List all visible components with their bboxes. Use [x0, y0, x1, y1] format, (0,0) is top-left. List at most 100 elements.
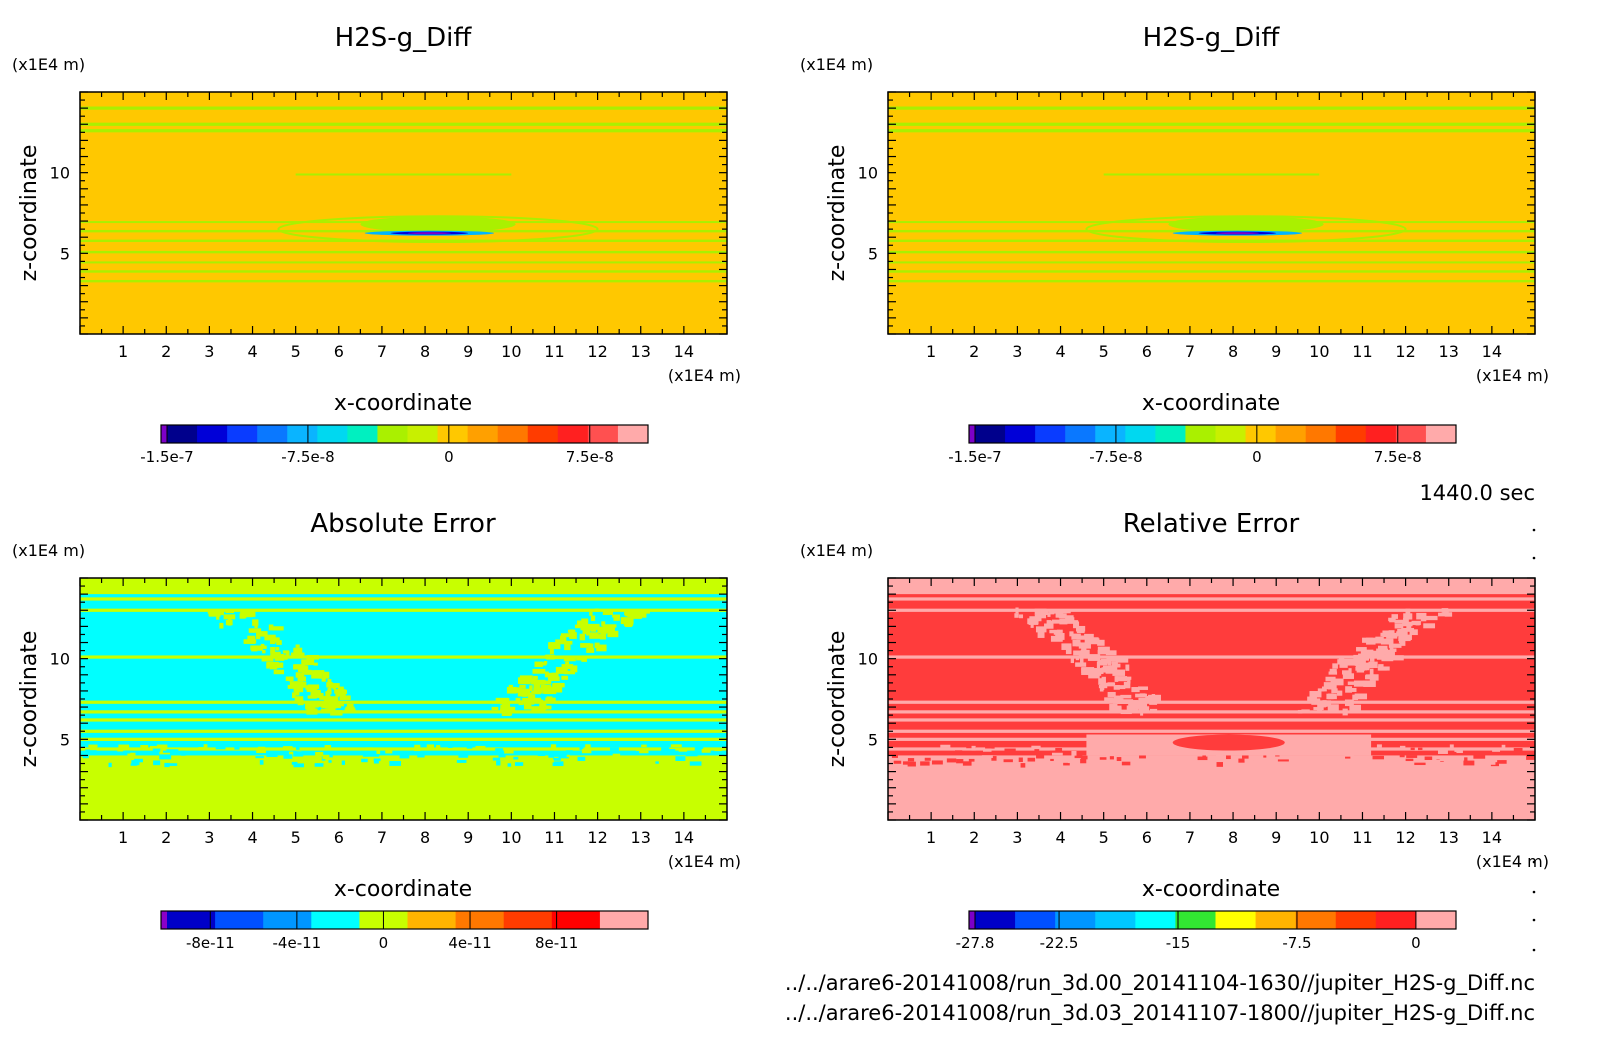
x-tick-label: 1	[926, 828, 936, 847]
field-cell	[180, 750, 186, 756]
y-tick-label: 10	[858, 650, 878, 669]
field-cell	[1123, 681, 1131, 689]
field-cell	[1378, 651, 1385, 655]
x-tick-label: 4	[1055, 828, 1065, 847]
field-cell	[1097, 650, 1107, 655]
file-path-2: ../../arare6-20141008/run_3d.03_20141107…	[785, 1001, 1535, 1026]
field-cell	[89, 745, 97, 751]
y-unit-label: (x1E4 m)	[12, 541, 85, 560]
field-cell	[1329, 668, 1337, 673]
field-cell	[1454, 748, 1461, 752]
field-cell	[361, 758, 368, 763]
field-cell	[1138, 697, 1150, 702]
field-cell	[1138, 706, 1150, 713]
colorbar-segment	[215, 911, 264, 929]
field-cell	[714, 748, 722, 752]
field-cell	[631, 615, 642, 619]
field-cell	[513, 756, 519, 760]
field-cell	[627, 611, 639, 618]
x-axis-label: x-coordinate	[1142, 877, 1280, 902]
field-cell	[297, 675, 303, 682]
field-cell	[1226, 756, 1237, 759]
field-cell	[960, 751, 967, 755]
x-tick-label: 3	[1012, 828, 1022, 847]
field-cell	[1055, 747, 1063, 753]
field-cell	[574, 624, 584, 629]
field-cell	[1325, 676, 1336, 682]
field-cell	[1226, 755, 1231, 760]
field-cell	[570, 665, 578, 673]
field-cell	[588, 643, 594, 650]
colorbar-segment	[1065, 425, 1096, 443]
x-tick-label: 5	[1099, 828, 1109, 847]
field-cell	[1121, 761, 1131, 766]
y-unit-label: (x1E4 m)	[800, 541, 873, 560]
field-cell	[1242, 754, 1249, 759]
x-tick-label: 3	[204, 828, 214, 847]
field-cell	[495, 748, 504, 752]
field-cell	[1056, 629, 1063, 633]
colorbar-segment	[1215, 425, 1247, 443]
field-cell	[284, 654, 288, 660]
field-cell	[283, 754, 293, 759]
field-band	[80, 584, 727, 588]
field-cell	[1353, 680, 1367, 687]
field-cell	[991, 756, 997, 761]
field-cell	[534, 680, 541, 684]
field-cell	[597, 626, 606, 634]
field-cell	[293, 751, 304, 757]
field-cell	[589, 634, 602, 639]
field-cell	[1109, 703, 1118, 711]
field-cell	[531, 678, 537, 685]
x-tick-label: 6	[1142, 828, 1152, 847]
y-tick-label: 10	[858, 164, 878, 183]
field-cell	[1344, 699, 1354, 707]
field-cell	[1036, 753, 1045, 759]
field-cell	[1360, 667, 1368, 671]
colorbar-segment	[551, 911, 601, 929]
field-cell	[1120, 709, 1132, 715]
field-cell	[1078, 642, 1091, 649]
field-cell	[275, 646, 280, 651]
x-tick-label: 5	[291, 342, 301, 361]
colorbar-tick-label: -4e-11	[273, 934, 322, 952]
field-cell	[315, 703, 319, 707]
x-tick-label: 6	[334, 342, 344, 361]
field-cell	[1372, 755, 1385, 760]
field-cell	[88, 744, 98, 748]
field-cell	[1116, 705, 1122, 712]
field-cell	[1019, 614, 1024, 619]
field-cell	[1098, 678, 1106, 685]
field-contour	[1168, 216, 1324, 233]
field-cell	[1047, 612, 1051, 617]
field-cell	[1109, 754, 1114, 760]
field-cell	[327, 687, 332, 695]
field-cell	[436, 745, 441, 750]
field-cell	[1249, 760, 1256, 766]
field-cell	[1099, 757, 1107, 760]
x-unit-label: (x1E4 m)	[1476, 852, 1549, 871]
field-cell	[1131, 687, 1140, 693]
field-cell	[117, 747, 124, 752]
field-cell	[365, 747, 373, 750]
colorbar: -8e-11 -4e-11 0 4e-11 8e-11	[160, 910, 649, 952]
colorbar-tick-label: -8e-11	[186, 934, 235, 952]
field-cell	[240, 610, 253, 618]
field-cell	[981, 762, 990, 766]
colorbar-tick-label: -15	[1166, 934, 1191, 952]
colorbar-segment	[969, 911, 975, 929]
x-tick-label: 13	[1439, 828, 1459, 847]
colorbar-segment	[599, 911, 649, 929]
colorbar-segment	[1015, 911, 1056, 929]
field-cell	[1423, 623, 1436, 629]
field-cell	[134, 758, 143, 763]
x-tick-label: 2	[161, 828, 171, 847]
field-cell	[1354, 693, 1368, 700]
colorbar-tick-label: -1.5e-7	[948, 448, 1001, 466]
heatmap-area	[888, 92, 1535, 334]
field-cell	[1360, 651, 1371, 658]
field-cell	[523, 703, 532, 710]
colorbar-segment	[347, 425, 378, 443]
field-cell	[548, 642, 560, 648]
field-cell	[500, 708, 512, 713]
